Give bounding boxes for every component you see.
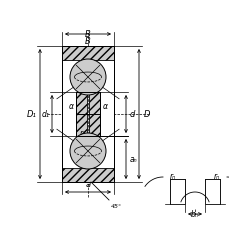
Text: B: B <box>85 37 90 46</box>
Bar <box>76 93 87 136</box>
Text: 45°: 45° <box>111 203 122 208</box>
Text: r: r <box>79 135 83 144</box>
Bar <box>89 93 100 136</box>
Bar <box>204 179 219 204</box>
Circle shape <box>70 134 106 169</box>
Text: α: α <box>102 102 107 111</box>
Bar <box>62 61 114 93</box>
Bar <box>62 168 114 182</box>
Text: r: r <box>79 128 83 137</box>
Text: D₁: D₁ <box>27 110 37 119</box>
Bar <box>100 93 114 136</box>
Bar <box>169 179 184 204</box>
Text: d₁: d₁ <box>42 110 50 119</box>
Circle shape <box>70 60 106 95</box>
Text: d: d <box>129 110 135 119</box>
Text: rₙ: rₙ <box>213 171 219 180</box>
Text: bₙ: bₙ <box>190 209 198 218</box>
Bar <box>62 136 114 168</box>
Text: rₙ: rₙ <box>169 171 175 180</box>
Text: D: D <box>143 110 150 119</box>
Text: aₙ: aₙ <box>129 155 137 164</box>
Text: α: α <box>68 102 73 111</box>
Text: a: a <box>85 179 90 188</box>
Text: B: B <box>85 30 90 39</box>
Bar <box>62 47 114 61</box>
Bar <box>62 93 76 136</box>
